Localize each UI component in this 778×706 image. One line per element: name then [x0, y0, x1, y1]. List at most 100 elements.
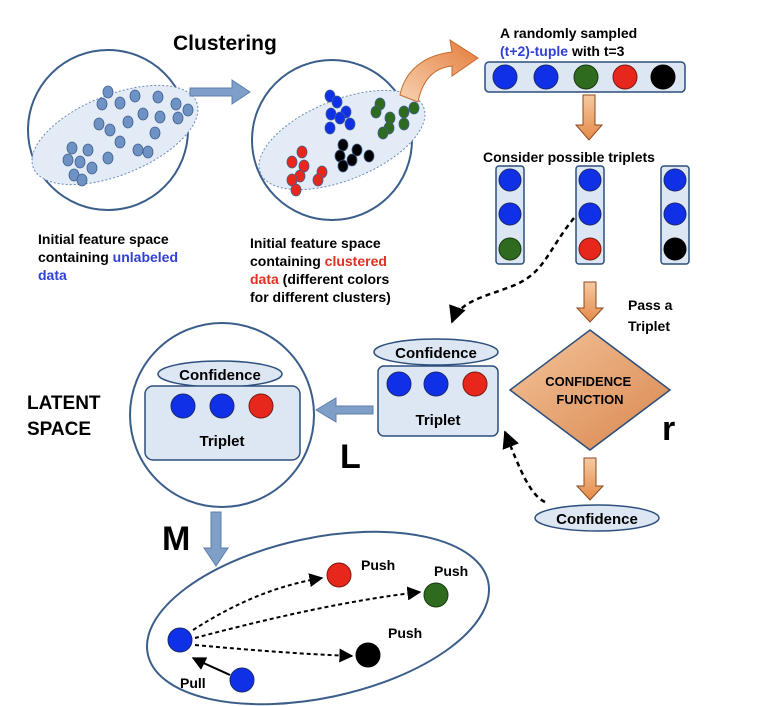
- negative-red-point: [326, 562, 352, 588]
- dashed-arrow-to-triplet: [449, 217, 575, 324]
- unlabeled-point: [182, 103, 194, 117]
- unlabeled-point: [62, 153, 74, 167]
- cluster-point-red: [312, 173, 324, 187]
- unlabeled-point: [149, 126, 161, 140]
- unlabeled-point: [66, 141, 78, 155]
- clustered-points: [286, 89, 420, 197]
- clustering-title: Clustering: [173, 32, 277, 55]
- cluster-point-blue: [325, 107, 337, 121]
- unlabeled-point: [96, 97, 108, 111]
- cluster-point-blue: [324, 121, 336, 135]
- dashed-arrow-confidence-back: [502, 430, 546, 504]
- unlabeled-point: [142, 145, 154, 159]
- cluster-point-black: [337, 159, 349, 173]
- cluster-point-green: [398, 117, 410, 131]
- letter-M: M: [162, 520, 190, 558]
- cluster-point-blue: [334, 111, 346, 125]
- unlabeled-point: [82, 143, 94, 157]
- sampling-curved-arrow: [399, 38, 479, 103]
- initial-feature-space-circle: [27, 49, 199, 211]
- cluster-point-black: [346, 153, 358, 167]
- clustering-arrow: [189, 79, 251, 105]
- tuple-caption: A randomly sampled (t+2)-tuple with t=3: [500, 25, 641, 59]
- cluster-point-black: [337, 138, 349, 152]
- metric-space-ellipse: [145, 530, 491, 706]
- cluster-point-green: [398, 105, 410, 119]
- cluster-point-black: [363, 149, 375, 163]
- unlabeled-point: [102, 85, 114, 99]
- negative-black-point: [355, 642, 381, 668]
- latent-triplet-red: [248, 393, 274, 419]
- down-arrow-tuple: [574, 94, 604, 141]
- confidence-output-label: Confidence: [556, 511, 638, 528]
- unlabeled-points: [62, 85, 194, 187]
- unlabeled-point: [132, 143, 144, 157]
- latent-space-label: LATENT SPACE: [27, 393, 106, 440]
- latent-confidence-label: Confidence: [179, 367, 261, 384]
- negative-green-point: [423, 582, 449, 608]
- positive-blue-point: [229, 667, 255, 693]
- down-arrow-confidence: [575, 457, 605, 501]
- cluster-point-green: [377, 126, 389, 140]
- anchor-blue-point: [167, 627, 193, 653]
- unlabeled-point: [86, 161, 98, 175]
- cluster-point-green: [370, 105, 382, 119]
- initial-space-caption: Initial feature space containing unlabel…: [38, 231, 182, 283]
- mid-triplet-red: [462, 371, 488, 397]
- mid-confidence-label: Confidence: [395, 345, 477, 362]
- tuple-blue-2: [533, 64, 559, 90]
- unlabeled-point: [76, 173, 88, 187]
- cluster-point-blue: [344, 117, 356, 131]
- push-label-green: Push: [434, 563, 468, 579]
- tuple-black: [650, 64, 676, 90]
- mid-triplet-label: Triplet: [415, 412, 460, 429]
- tuple-blue-1: [492, 64, 518, 90]
- cluster-point-black: [351, 143, 363, 157]
- cluster-point-red: [286, 155, 298, 169]
- triplet-column-1: [495, 165, 525, 265]
- confidence-function-label: CONFIDENCE FUNCTION: [545, 374, 635, 407]
- triplet-column-3: [660, 165, 690, 265]
- clustered-feature-space-circle: [251, 59, 426, 221]
- unlabeled-point: [114, 96, 126, 110]
- arrow-to-latent-space: [315, 397, 374, 423]
- unlabeled-point: [172, 111, 184, 125]
- pull-arrow: [191, 657, 231, 676]
- cluster-point-red: [290, 183, 302, 197]
- confidence-function-diamond: [508, 329, 672, 451]
- unlabeled-point: [114, 135, 126, 149]
- confidence-output-ellipse: [534, 504, 660, 532]
- unlabeled-point: [170, 97, 182, 111]
- down-arrow-M: [203, 511, 229, 567]
- push-label-black: Push: [388, 625, 422, 641]
- down-arrow-pass: [575, 281, 605, 323]
- tuple-green: [573, 64, 599, 90]
- pass-triplet-label: Pass a Triplet: [628, 297, 676, 334]
- unlabeled-point: [152, 90, 164, 104]
- cluster-point-red: [296, 145, 308, 159]
- latent-triplet-blue-1: [170, 393, 196, 419]
- mid-confidence-ellipse: [373, 338, 499, 366]
- latent-triplet-label: Triplet: [199, 433, 244, 450]
- push-arrow-red: [192, 573, 324, 631]
- unlabeled-point: [74, 155, 86, 169]
- push-arrow-black: [194, 644, 354, 663]
- tuple-red: [612, 64, 638, 90]
- clustered-space-caption: Initial feature space containing cluster…: [250, 235, 393, 305]
- cluster-point-green: [408, 101, 420, 115]
- consider-triplets-label: Consider possible triplets: [483, 149, 655, 165]
- push-label-red: Push: [361, 557, 395, 573]
- cluster-point-blue: [331, 95, 343, 109]
- pull-label: Pull: [180, 675, 206, 691]
- letter-L: L: [340, 438, 361, 476]
- push-arrow-green: [194, 586, 422, 639]
- unlabeled-point: [154, 110, 166, 124]
- unlabeled-point: [102, 151, 114, 165]
- unlabeled-point: [93, 117, 105, 131]
- mid-triplet-blue-2: [423, 371, 449, 397]
- unlabeled-point: [104, 123, 116, 137]
- mid-triplet-blue-1: [386, 371, 412, 397]
- unlabeled-point: [137, 107, 149, 121]
- unlabeled-point: [122, 115, 134, 129]
